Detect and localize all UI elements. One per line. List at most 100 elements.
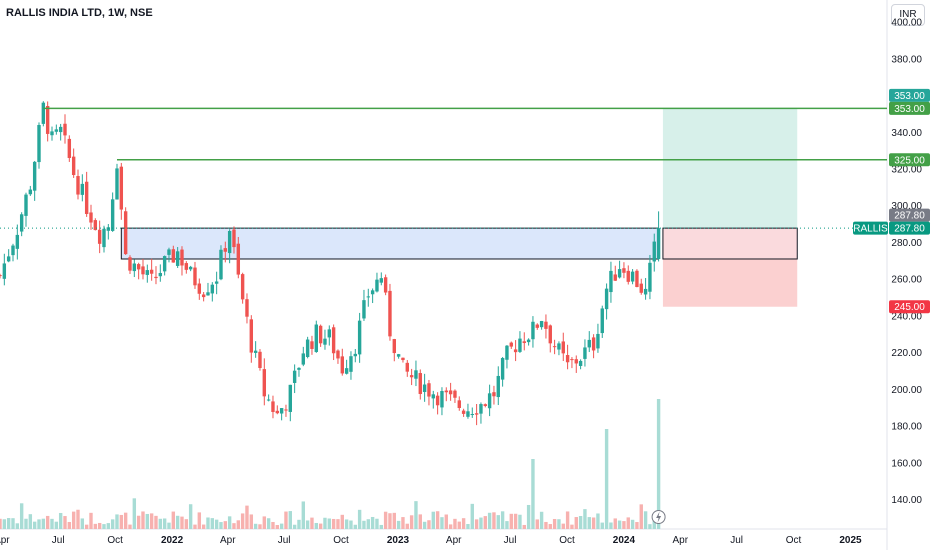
volume-bar [622, 521, 626, 529]
volume-bar [37, 519, 41, 529]
volume-bar [123, 512, 128, 529]
volume-bar [71, 511, 76, 529]
price-tag-label: 325.00 [894, 155, 925, 166]
volume-bar [353, 524, 357, 529]
volume-bar [214, 519, 219, 529]
x-tick-label: Oct [107, 535, 123, 546]
volume-bar [292, 524, 297, 529]
candle-body [136, 264, 141, 270]
y-tick-label: 400.00 [891, 18, 922, 29]
candle-body [50, 131, 54, 136]
volume-bar [418, 514, 422, 529]
candle-body [409, 375, 414, 378]
volume-bar [240, 513, 245, 529]
volume-bar [635, 522, 639, 529]
currency-button[interactable]: INR [891, 4, 925, 26]
candle-body [310, 341, 314, 349]
candle-body [522, 341, 526, 344]
y-tick-label: 220.00 [891, 348, 922, 359]
candle-body [643, 288, 648, 295]
volume-bar [327, 518, 331, 529]
volume-bar [405, 523, 409, 529]
candle-body [80, 183, 85, 195]
volume-bar [422, 521, 427, 529]
candle-body [314, 324, 318, 352]
candle-body [162, 256, 167, 272]
volume-bar [279, 523, 284, 529]
y-tick-label: 240.00 [891, 311, 922, 322]
volume-bar [583, 509, 587, 529]
candle-body [93, 220, 98, 231]
stop-zone [662, 258, 798, 307]
candle-body [106, 227, 111, 231]
volume-bar [444, 514, 448, 529]
volume-bar [32, 521, 37, 529]
candle-body [626, 270, 630, 282]
candle-body [548, 325, 552, 344]
candle-body [470, 414, 474, 416]
x-tick-label: Apr [446, 535, 462, 546]
candle-body [635, 270, 639, 288]
candle-body [292, 370, 297, 383]
candle-body [271, 401, 275, 412]
volume-bar [544, 521, 548, 529]
volume-bar [132, 498, 137, 529]
candle-body [154, 276, 158, 279]
volume-bar [93, 523, 98, 529]
candle-body [600, 308, 604, 334]
volume-bar [232, 523, 236, 529]
x-tick-label: Oct [786, 535, 802, 546]
volume-bar [570, 524, 574, 529]
candle-body [167, 249, 171, 255]
volume-bar [24, 518, 28, 529]
volume-bar [80, 518, 85, 529]
candle-body [219, 249, 223, 280]
volume-bar [448, 524, 453, 529]
volume-bar [76, 509, 80, 529]
x-tick-label: Jul [504, 535, 517, 546]
volume-bar [344, 519, 349, 529]
volume-bar [106, 523, 111, 529]
target-zone [662, 108, 798, 229]
volume-bar [188, 504, 193, 529]
y-tick-label: 300.00 [891, 201, 922, 212]
volume-bar [262, 516, 267, 529]
candle-body [448, 390, 453, 395]
volume-bar [63, 516, 67, 529]
candle-body [565, 355, 570, 363]
x-tick-label: 2024 [613, 535, 636, 546]
price-tag-bg [889, 208, 930, 222]
candle-body [526, 339, 531, 343]
candle-body [591, 337, 596, 351]
candle-body [609, 270, 613, 293]
candle-body [431, 394, 435, 399]
price-tag-label: 287.80 [894, 211, 925, 222]
candle-body [301, 353, 306, 365]
volume-bar [141, 511, 145, 529]
candle-body [249, 319, 254, 353]
candle-body [41, 102, 46, 124]
volume-bar [206, 517, 210, 529]
candle-body [422, 384, 427, 392]
candle-body [513, 349, 518, 353]
price-tag-label: 353.00 [894, 91, 925, 102]
candle-body [427, 383, 431, 397]
volume-bar [639, 504, 643, 529]
volume-bar [414, 501, 418, 529]
candle-body [288, 384, 293, 412]
volume-bar [409, 515, 414, 529]
volume-bar [19, 503, 24, 529]
volume-bar [535, 519, 539, 529]
entry-zone [662, 227, 798, 260]
price-tag-bg [889, 221, 930, 235]
volume-bar [28, 514, 33, 529]
candle-body [284, 409, 288, 411]
candle-body [158, 273, 163, 277]
candle-body [492, 392, 496, 397]
candle-body [11, 245, 15, 256]
candle-body [444, 390, 448, 393]
x-tick-label: Oct [333, 535, 349, 546]
volume-bar [258, 524, 262, 529]
candle-body [180, 249, 184, 266]
